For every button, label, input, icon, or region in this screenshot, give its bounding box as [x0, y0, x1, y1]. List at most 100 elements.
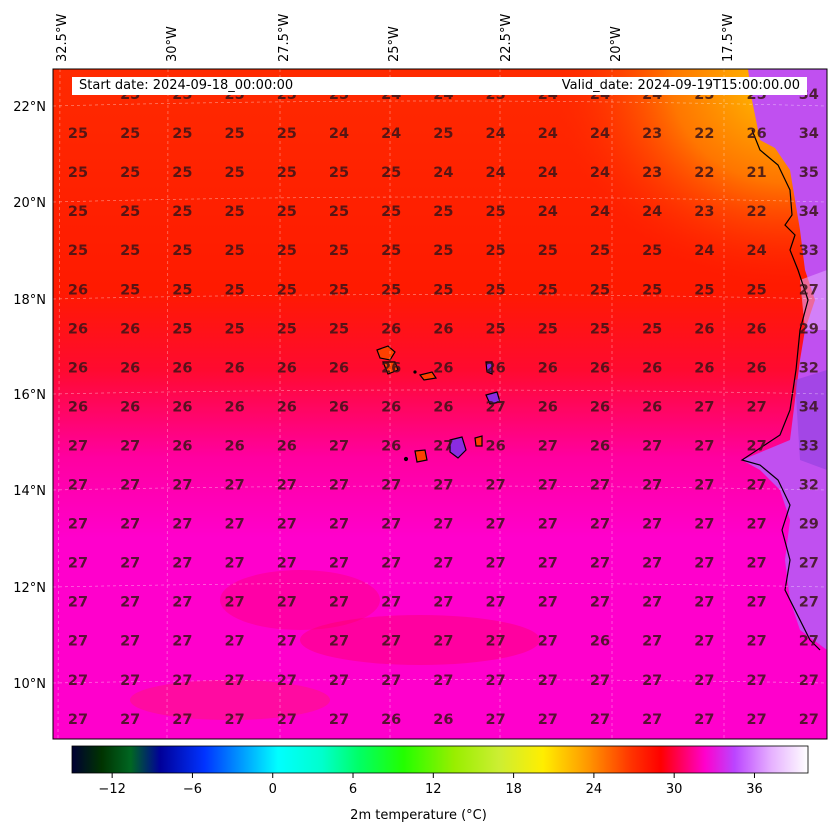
- grid-value: 24: [590, 126, 610, 142]
- grid-value: 25: [225, 165, 245, 181]
- graticule: [53, 69, 827, 739]
- grid-value: 26: [68, 321, 88, 337]
- grid-value: 25: [642, 243, 662, 259]
- grid-value: 26: [433, 321, 453, 337]
- grid-value: 26: [590, 634, 610, 650]
- grid-value: 27: [486, 478, 506, 494]
- grid-value: 27: [381, 478, 401, 494]
- grid-value: 27: [381, 517, 401, 533]
- grid-value: 25: [381, 243, 401, 259]
- grid-value: 25: [590, 243, 610, 259]
- grid-value: 27: [538, 517, 558, 533]
- grid-value: 27: [68, 634, 88, 650]
- grid-value: 27: [277, 517, 297, 533]
- lon-label: 25°W: [387, 26, 402, 62]
- grid-value: 27: [329, 517, 349, 533]
- grid-value: 26: [225, 360, 245, 376]
- colorbar: −12 −6 0 6 12 18 24 30 36: [71, 745, 809, 797]
- grid-value: 27: [120, 634, 140, 650]
- grid-value: 27: [381, 595, 401, 611]
- grid-value: 27: [694, 517, 714, 533]
- grid-value: 27: [642, 556, 662, 572]
- grid-value: 25: [172, 204, 192, 220]
- grid-value: 27: [433, 634, 453, 650]
- grid-value: 26: [68, 282, 88, 298]
- grid-value: 27: [747, 478, 767, 494]
- grid-value: 26: [538, 399, 558, 415]
- grid-value: 27: [277, 478, 297, 494]
- grid-value: 27: [172, 517, 192, 533]
- colorbar-label: 2m temperature (°C): [350, 808, 487, 823]
- grid-value: 25: [642, 321, 662, 337]
- grid-value: 26: [381, 321, 401, 337]
- grid-value: 25: [172, 126, 192, 142]
- colorbar-ticks: −12 −6 0 6 12 18 24 30 36: [98, 773, 763, 797]
- grid-value: 26: [225, 438, 245, 454]
- grid-value: 24: [329, 126, 349, 142]
- grid-value: 27: [642, 517, 662, 533]
- lat-label: 18°N: [13, 293, 46, 308]
- grid-value: 27: [486, 673, 506, 689]
- grid-value: 27: [538, 556, 558, 572]
- grid-value: 34: [799, 399, 819, 415]
- grid-value: 27: [225, 517, 245, 533]
- grid-value: 22: [694, 165, 714, 181]
- grid-value: 27: [799, 282, 819, 298]
- latitude-labels: 22°N 20°N 18°N 16°N 14°N 12°N 10°N: [13, 100, 46, 692]
- grid-value: 25: [120, 204, 140, 220]
- grid-value: 25: [225, 243, 245, 259]
- grid-value: 21: [747, 165, 767, 181]
- grid-value: 25: [120, 126, 140, 142]
- grid-value: 27: [172, 595, 192, 611]
- grid-value: 26: [277, 360, 297, 376]
- grid-value: 27: [642, 478, 662, 494]
- grid-value: 26: [172, 399, 192, 415]
- grid-value: 23: [694, 204, 714, 220]
- lon-label: 32.5°W: [55, 14, 70, 62]
- grid-value: 26: [590, 360, 610, 376]
- grid-value: 27: [694, 478, 714, 494]
- coastline: [740, 129, 821, 651]
- grid-value: 27: [68, 438, 88, 454]
- grid-value: 27: [486, 556, 506, 572]
- grid-value: 27: [120, 517, 140, 533]
- grid-value: 26: [329, 399, 349, 415]
- grid-value: 27: [329, 438, 349, 454]
- grid-value: 23: [642, 165, 662, 181]
- date-header-box: [72, 77, 807, 95]
- grid-value: 27: [68, 556, 88, 572]
- grid-value: 27: [329, 478, 349, 494]
- grid-value: 27: [225, 673, 245, 689]
- grid-value: 24: [433, 165, 453, 181]
- colorbar-tick-label: 30: [666, 782, 683, 797]
- grid-value: 34: [799, 204, 819, 220]
- lat-label: 16°N: [13, 388, 46, 403]
- grid-value: 27: [747, 712, 767, 728]
- grid-value: 27: [433, 438, 453, 454]
- grid-value: 27: [538, 595, 558, 611]
- grid-value: 25: [277, 126, 297, 142]
- lon-label: 30°W: [165, 26, 180, 62]
- grid-value: 27: [694, 399, 714, 415]
- grid-value: 24: [486, 126, 506, 142]
- grid-value: 25: [381, 165, 401, 181]
- colorbar-gradient: [71, 745, 809, 774]
- grid-value: 25: [225, 204, 245, 220]
- grid-value: 25: [68, 165, 88, 181]
- grid-value: 27: [747, 399, 767, 415]
- grid-value: 26: [642, 360, 662, 376]
- grid-value: 27: [433, 556, 453, 572]
- grid-value: 27: [172, 556, 192, 572]
- grid-value: 26: [120, 399, 140, 415]
- grid-value: 25: [694, 282, 714, 298]
- grid-value: 25: [277, 165, 297, 181]
- colorbar-tick-label: −12: [98, 782, 125, 797]
- grid-value: 25: [329, 282, 349, 298]
- grid-value: 27: [329, 712, 349, 728]
- grid-value: 26: [538, 360, 558, 376]
- grid-value: 24: [590, 165, 610, 181]
- grid-value: 26: [642, 399, 662, 415]
- grid-value: 27: [381, 556, 401, 572]
- grid-value: 27: [120, 673, 140, 689]
